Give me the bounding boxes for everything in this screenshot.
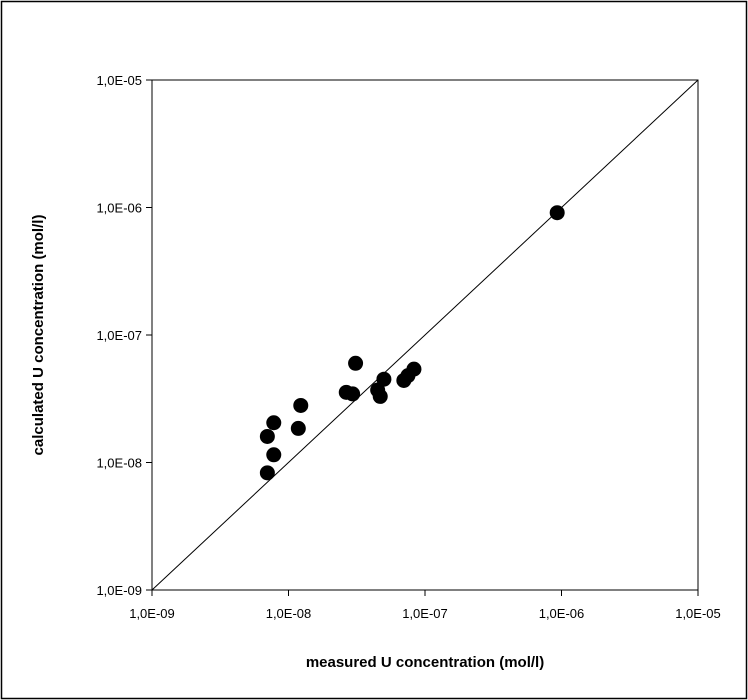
data-points [259,205,565,481]
x-tick-label: 1,0E-06 [539,606,585,621]
data-point [549,205,565,221]
y-tick-label: 1,0E-07 [96,328,142,343]
y-tick-label: 1,0E-06 [96,201,142,216]
x-axis-ticks: 1,0E-09 1,0E-08 1,0E-07 1,0E-06 1,0E-05 [129,590,721,621]
x-axis-title: measured U concentration (mol/l) [306,654,544,671]
data-point [266,415,282,431]
y-tick-label: 1,0E-08 [96,456,142,471]
y-tick-label: 1,0E-05 [96,73,142,88]
data-point [345,386,361,402]
data-point [259,465,275,481]
x-tick-label: 1,0E-09 [129,606,175,621]
data-point [259,428,275,444]
data-point [290,420,306,436]
y-axis-title: calculated U concentration (mol/l) [30,215,47,456]
y-axis-ticks: 1,0E-09 1,0E-08 1,0E-07 1,0E-06 1,0E-05 [96,73,152,598]
x-tick-label: 1,0E-07 [402,606,448,621]
data-point [406,361,422,377]
data-point [376,371,392,387]
x-tick-label: 1,0E-05 [675,606,721,621]
data-point [372,388,388,404]
y-tick-label: 1,0E-09 [96,583,142,598]
x-tick-label: 1,0E-08 [266,606,312,621]
data-point [266,447,282,463]
one-to-one-line [151,79,699,591]
data-point [348,355,364,371]
data-point [293,397,309,413]
